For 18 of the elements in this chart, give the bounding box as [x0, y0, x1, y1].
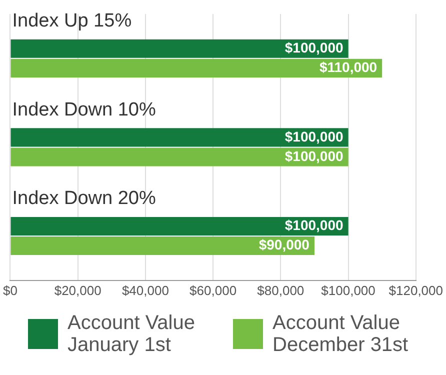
x-tick-label: $80,000	[257, 282, 304, 298]
y-tick-label: Index Down 10%	[12, 99, 156, 120]
x-tick-label: $0	[2, 282, 18, 298]
data-label: $100,000	[284, 39, 344, 56]
x-tick-label: $40,000	[122, 282, 169, 298]
y-tick-label: Index Down 20%	[12, 188, 156, 210]
legend-label: Account Value January 1st	[68, 312, 196, 356]
data-label: $100,000	[284, 217, 344, 234]
data-label: $100,000	[284, 148, 344, 164]
x-tick-label: $20,000	[54, 282, 102, 298]
data-label: $90,000	[258, 236, 310, 253]
data-label: $100,000	[284, 128, 344, 144]
x-tick-label: $60,000	[190, 282, 237, 298]
x-tick-label: $100,000	[321, 282, 376, 298]
x-tick-label: $120,000	[388, 282, 444, 298]
data-label: $110,000	[319, 59, 378, 76]
y-tick-label: Index Up 15%	[12, 10, 132, 32]
legend-label: Account Value December 31st	[272, 312, 410, 356]
